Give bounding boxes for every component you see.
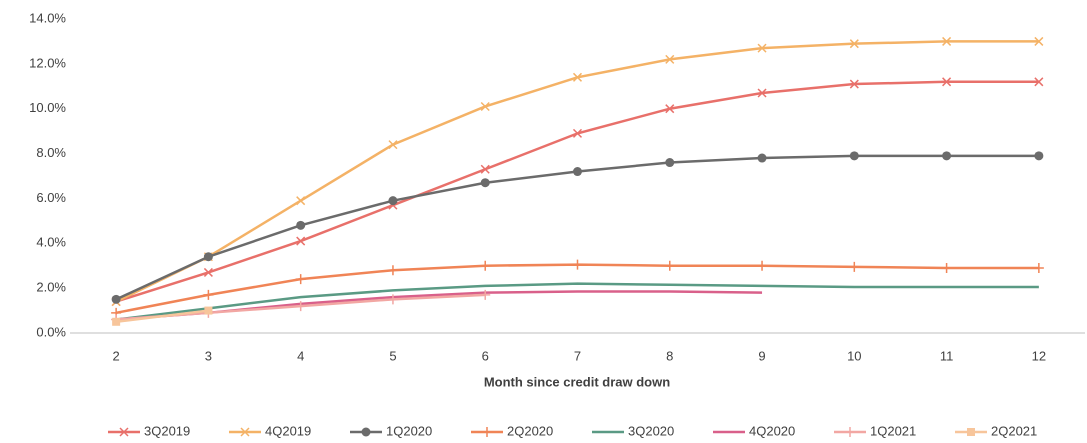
- marker: [849, 261, 860, 272]
- marker: [480, 164, 490, 174]
- marker: [111, 294, 121, 304]
- x-axis-title: Month since credit draw down: [484, 374, 670, 389]
- x-tick-label: 9: [758, 348, 765, 363]
- y-tick-label: 0.0%: [36, 324, 66, 339]
- legend-label: 3Q2019: [144, 423, 190, 438]
- legend-item: 4Q2020: [713, 423, 795, 438]
- marker: [849, 151, 859, 161]
- marker: [942, 77, 952, 87]
- marker: [295, 301, 306, 312]
- marker: [387, 265, 398, 276]
- legend-label: 4Q2019: [265, 423, 311, 438]
- x-tick-label: 4: [297, 348, 304, 363]
- x-tick-label: 10: [847, 348, 861, 363]
- marker: [572, 259, 583, 270]
- series-line: [115, 282, 1039, 321]
- marker: [849, 39, 859, 49]
- legend-item: 1Q2021: [834, 423, 916, 438]
- marker: [1034, 151, 1044, 161]
- marker: [665, 158, 675, 168]
- marker: [203, 289, 214, 300]
- y-tick-label: 6.0%: [36, 190, 66, 205]
- x-tick-label: 6: [482, 348, 489, 363]
- marker: [572, 128, 583, 138]
- legend-item: 4Q2019: [229, 423, 311, 438]
- x-tick-label: 11: [940, 348, 954, 363]
- marker: [665, 54, 675, 64]
- marker: [1033, 262, 1044, 273]
- marker: [845, 427, 855, 437]
- marker: [849, 79, 859, 89]
- marker: [942, 151, 952, 161]
- marker: [388, 196, 398, 206]
- marker: [665, 104, 675, 114]
- legend-label: 2Q2020: [507, 423, 553, 438]
- legend-item: 3Q2020: [592, 423, 674, 438]
- marker: [757, 260, 768, 271]
- series-line: [115, 263, 1039, 315]
- marker: [112, 317, 121, 326]
- marker: [296, 196, 306, 206]
- marker: [240, 427, 250, 437]
- marker: [203, 267, 213, 277]
- marker: [203, 252, 213, 262]
- marker: [1034, 36, 1044, 46]
- y-tick-label: 10.0%: [29, 100, 66, 115]
- x-tick-label: 5: [389, 348, 396, 363]
- marker: [204, 306, 213, 315]
- marker: [942, 36, 952, 46]
- marker: [967, 428, 975, 436]
- marker: [573, 167, 582, 177]
- marker: [119, 427, 129, 437]
- marker: [295, 274, 306, 285]
- marker: [480, 289, 491, 300]
- legend-label: 1Q2020: [386, 423, 432, 438]
- marker: [1034, 77, 1044, 87]
- marker: [296, 220, 306, 230]
- marker: [480, 178, 490, 188]
- marker: [482, 427, 492, 437]
- marker: [296, 236, 306, 246]
- legend-label: 1Q2021: [870, 423, 916, 438]
- marker: [480, 260, 491, 271]
- y-tick-label: 2.0%: [36, 280, 66, 295]
- marker: [480, 101, 490, 112]
- series-line: [116, 290, 763, 321]
- legend-label: 4Q2020: [749, 423, 795, 438]
- legend-label: 2Q2021: [991, 423, 1037, 438]
- marker: [757, 153, 767, 163]
- y-tick-label: 14.0%: [29, 10, 66, 25]
- x-tick-label: 12: [1032, 348, 1046, 363]
- legend-item: 3Q2019: [108, 423, 190, 438]
- marker: [757, 88, 767, 98]
- marker: [387, 294, 398, 305]
- marker: [664, 260, 675, 271]
- x-tick-label: 2: [113, 348, 120, 363]
- marker: [572, 72, 583, 82]
- x-tick-label: 8: [666, 348, 673, 363]
- series-line: [115, 309, 209, 324]
- legend-item: 2Q2020: [471, 423, 553, 438]
- marker: [941, 262, 952, 273]
- marker: [757, 43, 767, 53]
- y-tick-label: 12.0%: [29, 55, 66, 70]
- marker: [361, 427, 371, 437]
- legend-item: 1Q2020: [350, 423, 432, 438]
- y-tick-label: 8.0%: [36, 145, 66, 160]
- legend-item: 2Q2021: [955, 423, 1037, 438]
- legend-label: 3Q2020: [628, 423, 674, 438]
- x-tick-label: 7: [574, 348, 581, 363]
- marker: [388, 140, 398, 150]
- y-tick-label: 4.0%: [36, 235, 66, 250]
- x-tick-label: 3: [205, 348, 212, 363]
